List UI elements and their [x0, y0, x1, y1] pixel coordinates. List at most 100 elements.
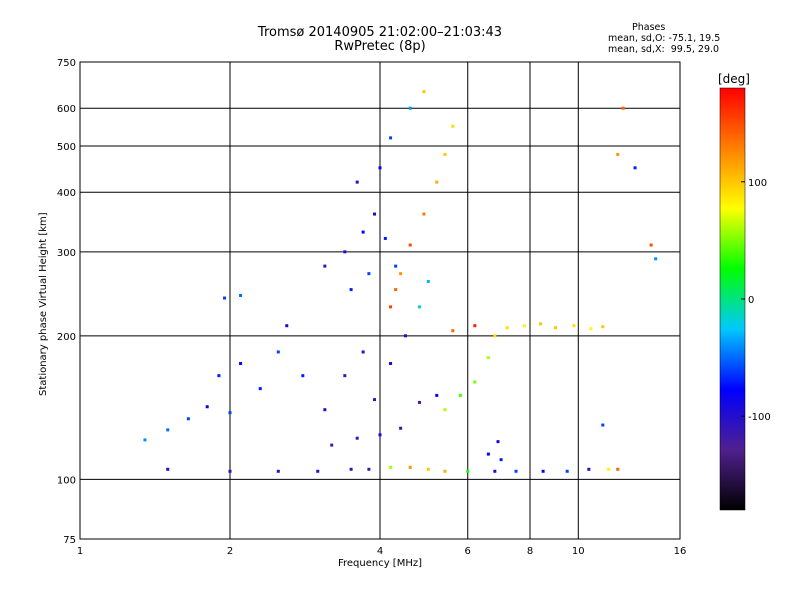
- y-tick-label: 200: [57, 332, 76, 343]
- data-point: [408, 106, 412, 110]
- x-axis-ticks: 1 2 4 6 8 10 16: [77, 546, 687, 557]
- data-point: [316, 469, 320, 473]
- y-tick-label: 500: [57, 142, 76, 153]
- data-point: [458, 393, 462, 397]
- data-point: [389, 136, 393, 140]
- data-point: [541, 469, 545, 473]
- colorbar-tick-label: -100: [748, 412, 771, 423]
- data-point: [417, 400, 421, 404]
- grid-lines: [80, 62, 680, 539]
- colorbar-ticks: -100 0 100: [741, 178, 771, 423]
- data-point: [343, 374, 347, 378]
- data-point: [607, 467, 611, 471]
- data-point: [493, 334, 497, 338]
- data-point: [633, 166, 637, 170]
- data-point: [276, 469, 280, 473]
- data-point: [361, 230, 365, 234]
- data-point: [499, 458, 503, 462]
- y-tick-label: 300: [57, 248, 76, 259]
- phase-x-stats: mean, sd,X: 99.5, 29.0: [608, 44, 720, 55]
- data-point: [239, 293, 243, 297]
- data-point: [422, 90, 426, 94]
- data-point: [553, 326, 557, 330]
- plot-frame: [79, 61, 681, 540]
- colorbar: [719, 87, 746, 511]
- data-point: [389, 305, 393, 309]
- data-point: [417, 305, 421, 309]
- data-point: [443, 408, 447, 412]
- data-point: [373, 212, 377, 216]
- y-tick-label: 400: [57, 188, 76, 199]
- data-point: [276, 350, 280, 354]
- data-point: [486, 356, 490, 360]
- data-point: [601, 325, 605, 329]
- data-point: [349, 288, 353, 292]
- data-point: [343, 250, 347, 254]
- colorbar-tick-label: 0: [748, 295, 754, 306]
- data-point: [166, 467, 170, 471]
- data-point: [435, 180, 439, 184]
- y-axis-ticks: 75 100 200 300 400 500 600 750: [57, 58, 76, 546]
- data-points: [143, 90, 658, 473]
- data-point: [616, 152, 620, 156]
- data-point: [355, 436, 359, 440]
- colorbar-tick-label: 100: [748, 178, 767, 189]
- data-point: [587, 467, 591, 471]
- x-tick-label: 16: [674, 546, 687, 557]
- y-tick-label: 75: [63, 535, 76, 546]
- colorbar-label: [deg]: [718, 72, 750, 86]
- x-tick-label: 10: [572, 546, 585, 557]
- data-point: [228, 469, 232, 473]
- data-point: [408, 243, 412, 247]
- data-point: [486, 452, 490, 456]
- data-point: [285, 324, 289, 328]
- data-point: [399, 272, 403, 276]
- data-point: [616, 467, 620, 471]
- data-point: [394, 288, 398, 292]
- x-tick-label: 6: [465, 546, 471, 557]
- y-tick-label: 100: [57, 475, 76, 486]
- data-point: [621, 106, 625, 110]
- data-point: [505, 326, 509, 330]
- data-point: [422, 212, 426, 216]
- data-point: [223, 296, 227, 300]
- data-point: [451, 124, 455, 128]
- data-point: [399, 426, 403, 430]
- phases-label: Phases: [632, 22, 666, 33]
- data-point: [258, 387, 262, 391]
- data-point: [435, 393, 439, 397]
- data-point: [514, 469, 518, 473]
- data-point: [361, 350, 365, 354]
- data-point: [301, 374, 305, 378]
- data-point: [378, 433, 382, 437]
- data-point: [217, 374, 221, 378]
- data-point: [323, 408, 327, 412]
- data-point: [389, 361, 393, 365]
- data-point: [601, 423, 605, 427]
- data-point: [403, 334, 407, 338]
- data-point: [466, 469, 470, 473]
- data-point: [373, 398, 377, 402]
- chart-subtitle: RwPretec (8p): [334, 39, 426, 54]
- data-point: [394, 264, 398, 268]
- data-point: [367, 467, 371, 471]
- x-tick-label: 8: [527, 546, 533, 557]
- data-point: [330, 443, 334, 447]
- phase-o-stats: mean, sd,O: -75.1, 19.5: [608, 33, 721, 44]
- data-point: [378, 166, 382, 170]
- data-point: [426, 279, 430, 283]
- x-tick-label: 1: [77, 546, 83, 557]
- data-point: [443, 469, 447, 473]
- data-point: [143, 438, 147, 442]
- chart-title: Tromsø 20140905 21:02:00–21:03:43: [257, 25, 503, 40]
- data-point: [426, 467, 430, 471]
- data-point: [443, 152, 447, 156]
- data-point: [572, 324, 576, 328]
- data-point: [496, 440, 500, 444]
- data-point: [186, 417, 190, 421]
- data-point: [389, 465, 393, 469]
- data-point: [367, 272, 371, 276]
- data-point: [654, 257, 658, 261]
- y-axis-label: Stationary phase Virtual Height [km]: [38, 212, 49, 396]
